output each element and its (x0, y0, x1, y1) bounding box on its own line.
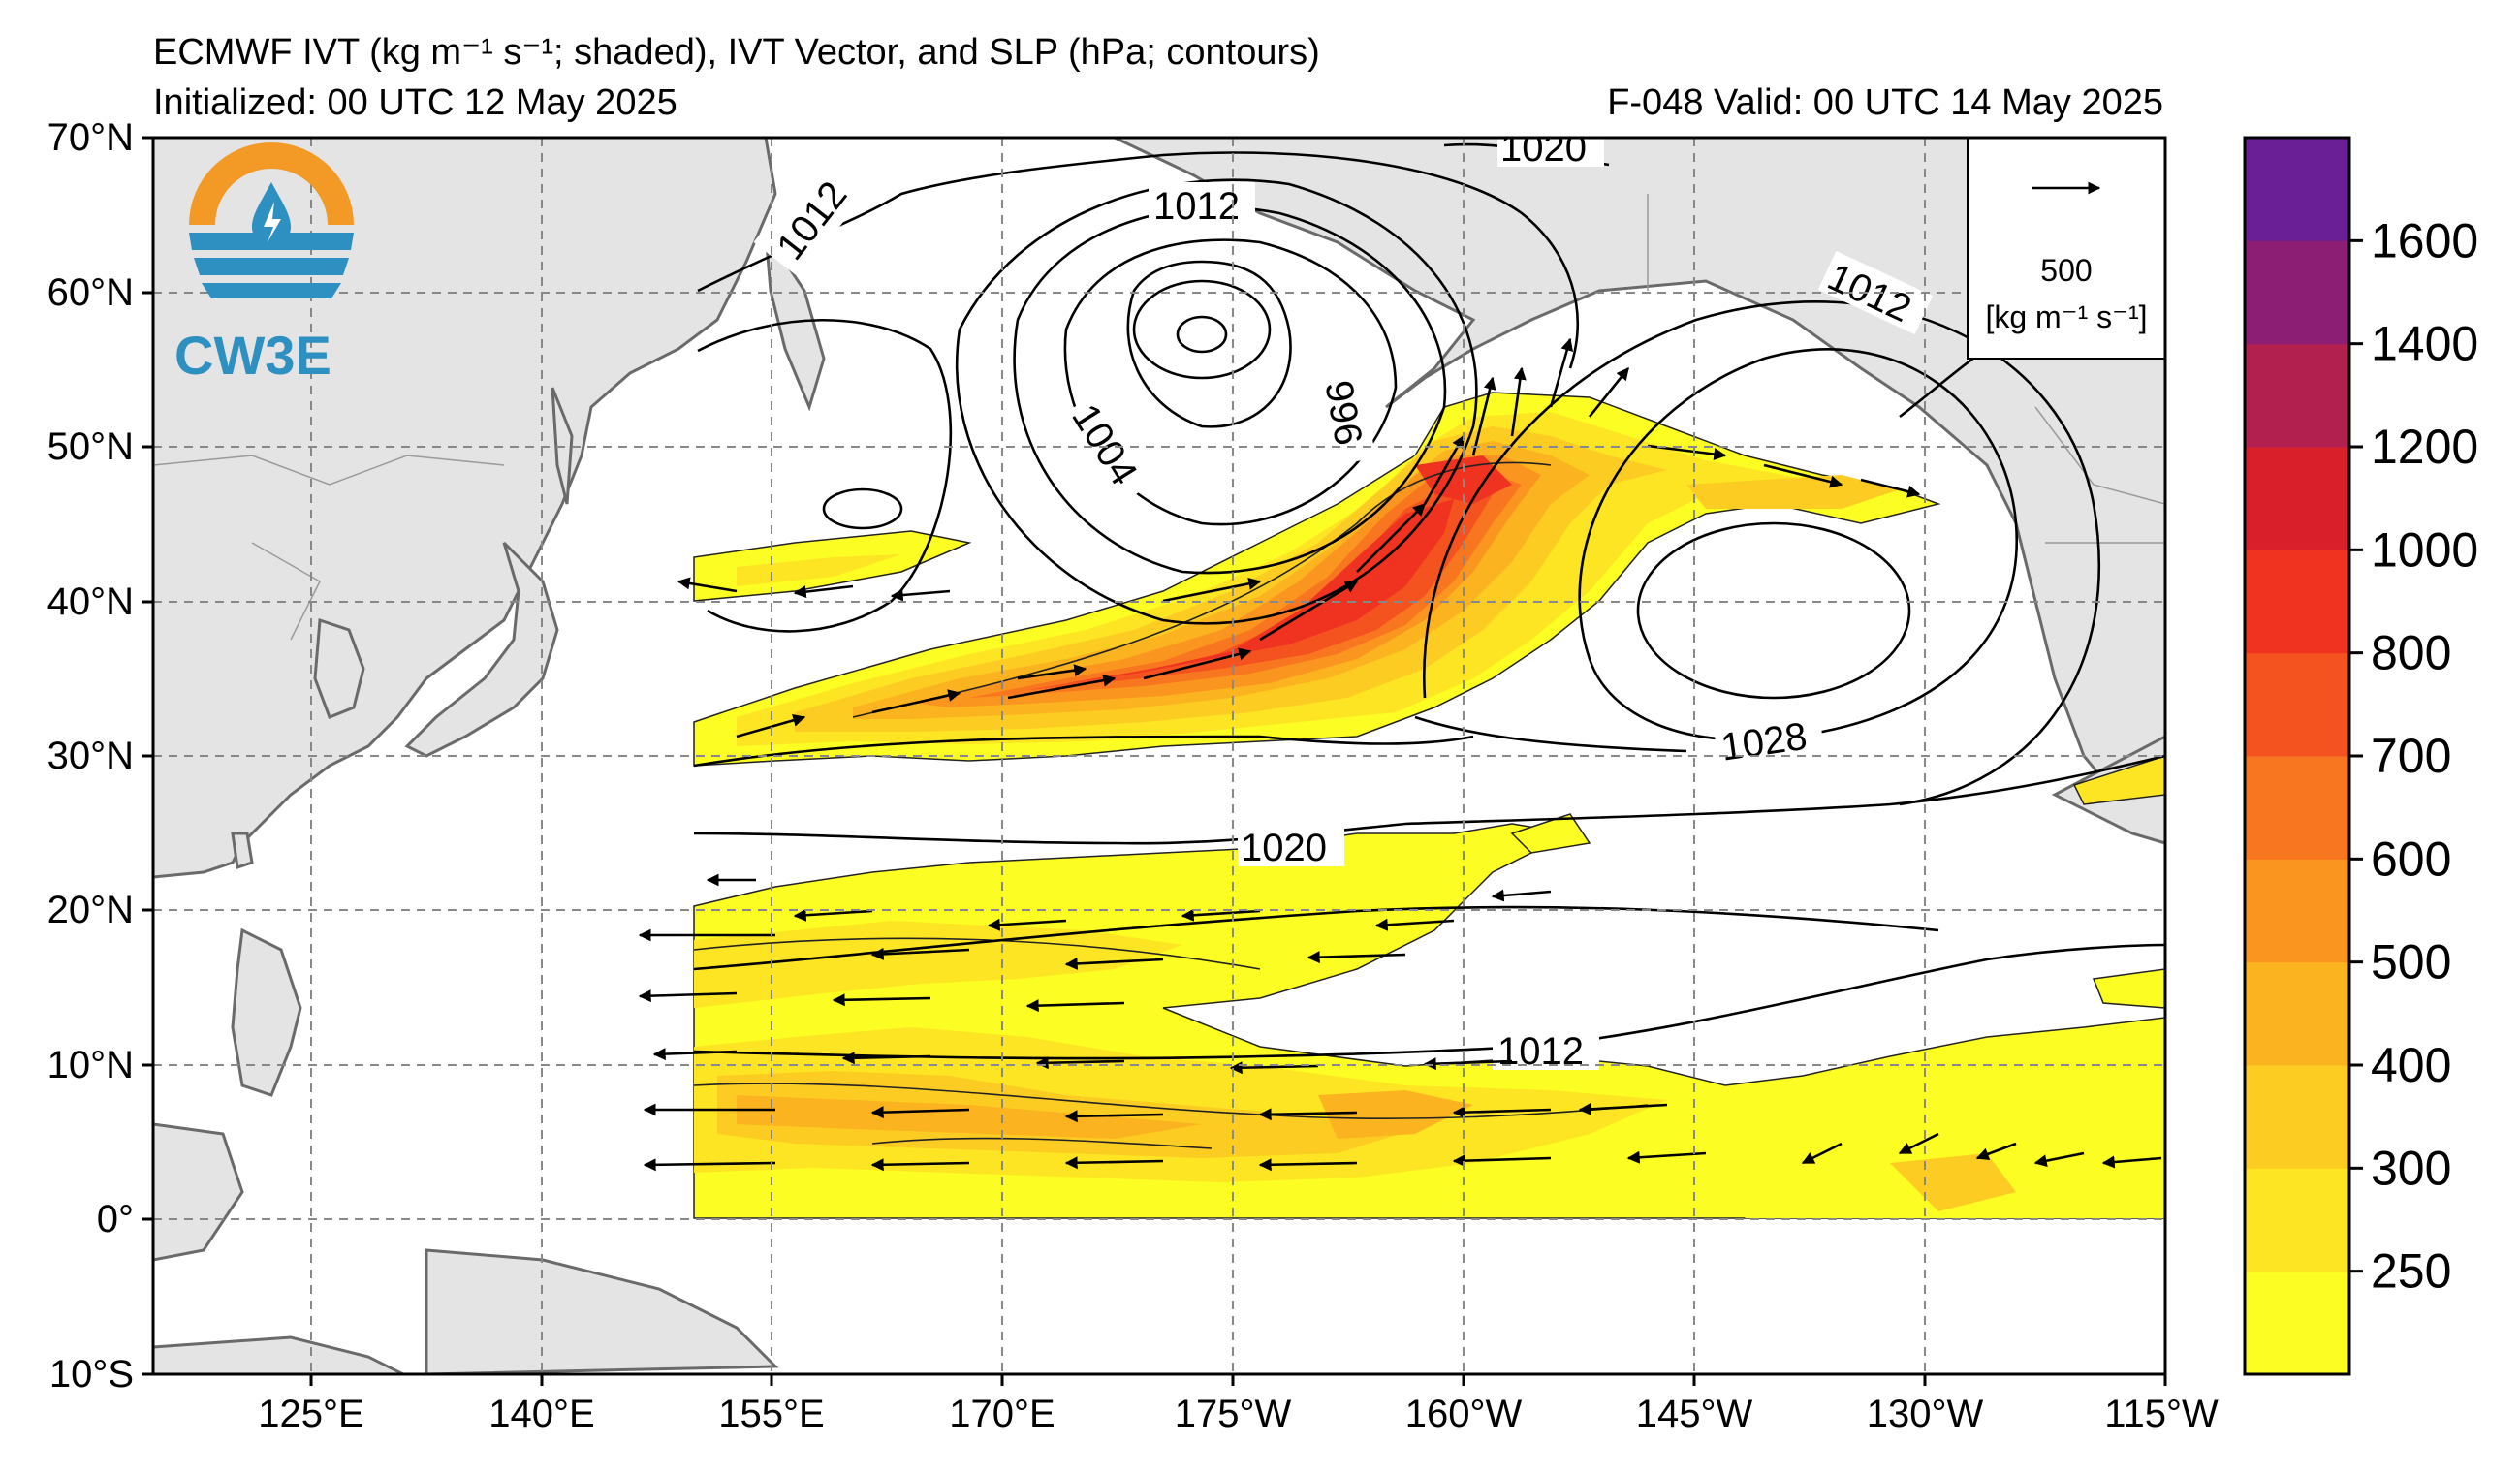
colorbar-segment (2245, 1168, 2349, 1272)
lon-label-175w: 175°W (1175, 1393, 1292, 1435)
ivt-vectors (638, 337, 2162, 1172)
lon-label-130w: 130°W (1867, 1393, 1984, 1435)
colorbar-segment (2245, 859, 2349, 963)
colorbar-label: 700 (2371, 729, 2451, 783)
lat-axis: 70°N 60°N 50°N 40°N 30°N 20°N 10°N 0° 10… (47, 116, 153, 1396)
lat-label-0: 0° (97, 1198, 134, 1240)
colorbar-segment (2245, 447, 2349, 550)
lon-label-125e: 125°E (258, 1393, 363, 1435)
colorbar-label: 1000 (2371, 522, 2478, 577)
gridlines (153, 138, 2165, 1374)
initialized-time: Initialized: 00 UTC 12 May 2025 (153, 82, 677, 123)
colorbar-label: 1600 (2371, 213, 2478, 267)
slp-labels: 1020 1012 1012 1012 1004 996 1028 1020 1… (753, 127, 1934, 1073)
reference-vector-units: [kg m⁻¹ s⁻¹] (1985, 299, 2147, 334)
logo-text: CW3E (174, 325, 331, 386)
lon-label-155e: 155°E (718, 1393, 824, 1435)
chart-title: ECMWF IVT (kg m⁻¹ s⁻¹; shaded), IVT Vect… (153, 32, 1320, 73)
lat-label-10n: 10°N (47, 1044, 134, 1086)
slp-label-1012-north: 1012 (1153, 185, 1240, 228)
map-panel: 1020 1012 1012 1012 1004 996 1028 1020 1… (153, 127, 2165, 1374)
lon-axis: 125°E 140°E 155°E 170°E 175°W 160°W 145°… (258, 1374, 2219, 1435)
colorbar-segment (2245, 1271, 2349, 1375)
lat-label-60n: 60°N (47, 271, 134, 314)
lat-label-10s: 10°S (49, 1353, 134, 1396)
slp-contours (693, 142, 2165, 1060)
lon-label-160w: 160°W (1405, 1393, 1523, 1435)
colorbar-blocks (2245, 138, 2349, 1375)
slp-label-1020-north: 1020 (1500, 127, 1587, 170)
colorbar-label: 300 (2371, 1141, 2451, 1195)
lon-label-170e: 170°E (949, 1393, 1055, 1435)
colorbar-label: 400 (2371, 1038, 2451, 1092)
colorbar-label: 500 (2371, 935, 2451, 989)
colorbar-segment (2245, 756, 2349, 860)
country-borders (153, 194, 2165, 641)
colorbar-label: 1400 (2371, 317, 2478, 371)
colorbar-segment (2245, 652, 2349, 757)
lat-label-20n: 20°N (47, 889, 134, 931)
colorbar-segment (2245, 1065, 2349, 1169)
colorbar-label: 1200 (2371, 420, 2478, 474)
slp-label-1012-south: 1012 (1497, 1030, 1584, 1073)
ivt-contour-lines (693, 461, 1649, 1149)
reference-vector-value: 500 (2040, 253, 2092, 288)
lon-label-140e: 140°E (488, 1393, 594, 1435)
colorbar-label: 250 (2371, 1244, 2451, 1299)
lon-label-145w: 145°W (1636, 1393, 1753, 1435)
colorbar: 1600 1400 1200 1000 800 700 600 500 400 300 250 (2243, 136, 2478, 1376)
lon-label-115w: 115°W (2104, 1393, 2219, 1435)
lat-label-70n: 70°N (47, 116, 134, 159)
colorbar-ticks: 1600 1400 1200 1000 800 700 600 500 400 300 250 (2349, 213, 2478, 1299)
valid-time: F-048 Valid: 00 UTC 14 May 2025 (1607, 82, 2163, 123)
colorbar-label: 800 (2371, 626, 2451, 680)
colorbar-label: 600 (2371, 832, 2451, 886)
colorbar-segment (2245, 138, 2349, 241)
slp-label-1020-south: 1020 (1241, 827, 1327, 869)
colorbar-segment (2245, 240, 2349, 345)
cw3e-logo: CW3E (174, 142, 354, 386)
colorbar-segment (2245, 550, 2349, 654)
lat-label-50n: 50°N (47, 425, 134, 468)
reference-vector-legend: 500 [kg m⁻¹ s⁻¹] (1967, 138, 2165, 360)
colorbar-segment (2245, 961, 2349, 1066)
colorbar-segment (2245, 343, 2349, 448)
lat-label-30n: 30°N (47, 735, 134, 777)
lat-label-40n: 40°N (47, 581, 134, 623)
